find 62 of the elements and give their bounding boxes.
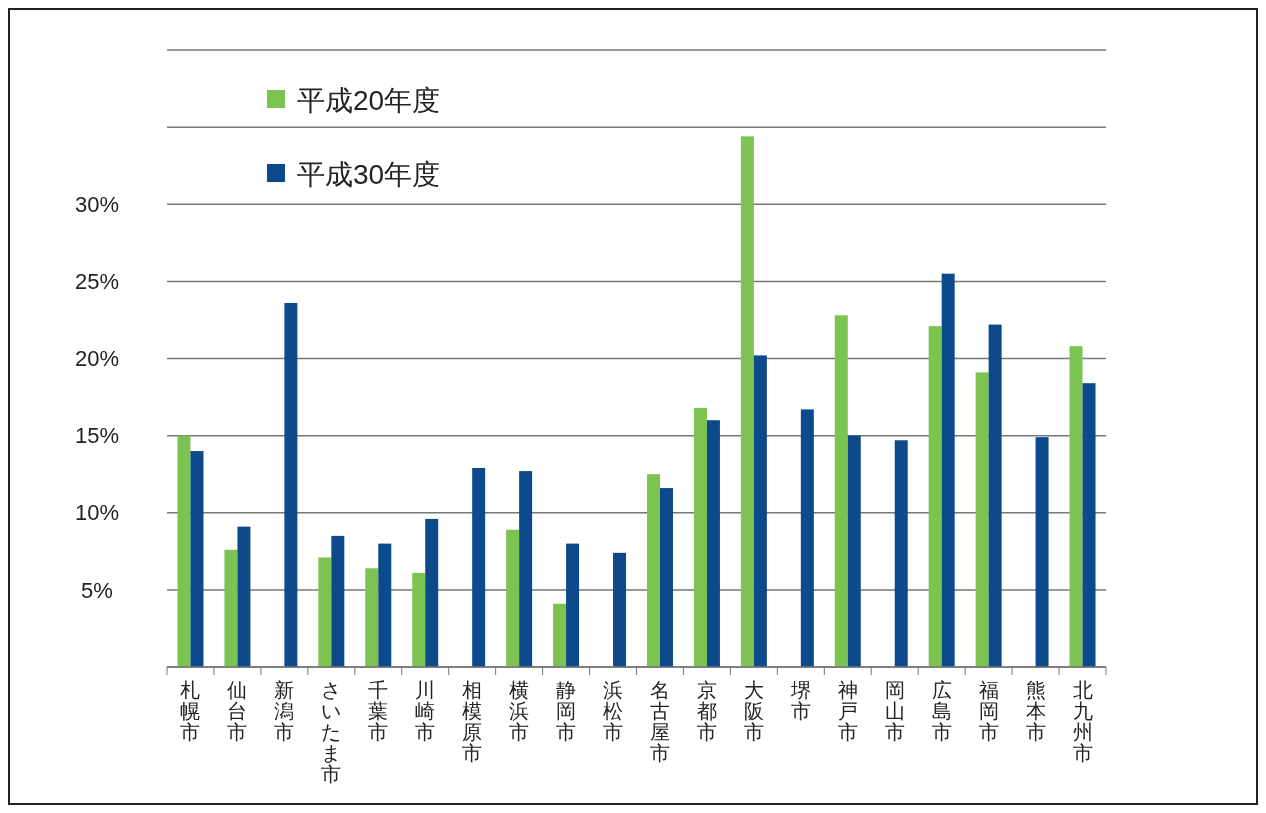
- bar: [190, 451, 204, 667]
- x-tick-label: 広島市: [931, 679, 952, 743]
- y-tick-label: 20%: [74, 346, 120, 372]
- x-tick-label: 千葉市: [368, 679, 389, 743]
- x-tick-label: 浜松市: [603, 679, 624, 743]
- x-tick-label: 相模原市: [462, 679, 483, 764]
- bar: [1035, 437, 1049, 667]
- y-tick-label: 15%: [74, 423, 120, 449]
- x-tick-label: 仙台市: [227, 679, 248, 743]
- bar: [800, 409, 814, 667]
- bar: [284, 302, 298, 667]
- x-tick-label: 堺市: [789, 679, 811, 722]
- x-tick-label: さいたま市: [321, 679, 342, 785]
- legend-label: 平成30年度: [297, 158, 441, 190]
- bar: [566, 543, 580, 667]
- bar: [378, 543, 392, 667]
- bar: [928, 326, 942, 667]
- bar: [706, 420, 720, 667]
- bar: [740, 136, 754, 667]
- bar: [472, 468, 486, 667]
- bar: [1069, 346, 1083, 667]
- bar: [425, 518, 439, 667]
- bar: [553, 603, 567, 667]
- x-tick-label: 大阪市: [743, 679, 764, 743]
- bar: [331, 535, 345, 667]
- x-tick-label: 京都市: [696, 679, 717, 743]
- x-tick-label: 名古屋市: [649, 679, 670, 764]
- bar: [318, 557, 332, 667]
- bar: [988, 324, 1002, 667]
- x-tick-label: 静岡市: [556, 679, 577, 743]
- bar: [1082, 383, 1096, 667]
- bar: [941, 273, 955, 667]
- x-tick-label: 岡山市: [884, 679, 905, 743]
- y-tick-label: 30%: [74, 191, 120, 217]
- legend-label: 平成20年度: [297, 84, 441, 116]
- y-tick-label: 5%: [81, 577, 113, 603]
- bar: [975, 372, 989, 667]
- bar: [834, 315, 848, 667]
- bar: [177, 435, 191, 667]
- x-tick-label: 札幌市: [180, 679, 201, 743]
- bar: [506, 529, 520, 667]
- x-tick-label: 川崎市: [415, 679, 436, 743]
- bar: [365, 568, 379, 667]
- bar: [224, 549, 238, 667]
- x-tick-label: 神戸市: [837, 679, 858, 743]
- x-tick-label: 新潟市: [274, 679, 295, 743]
- bar: [847, 435, 861, 667]
- bar: [646, 474, 660, 667]
- x-tick-label: 北九州市: [1072, 679, 1093, 764]
- bar: [519, 471, 533, 667]
- bar: [894, 440, 908, 667]
- y-tick-label: 25%: [74, 269, 120, 295]
- bar: [693, 407, 707, 667]
- x-tick-label: 横浜市: [509, 679, 530, 743]
- y-tick-label: 10%: [74, 500, 120, 526]
- bar: [753, 355, 767, 667]
- bar: [412, 572, 426, 667]
- bar: [237, 526, 251, 667]
- x-tick-label: 福岡市: [978, 679, 999, 743]
- bar: [613, 552, 627, 667]
- x-tick-label: 熊本市: [1025, 679, 1046, 743]
- bar: [659, 488, 673, 667]
